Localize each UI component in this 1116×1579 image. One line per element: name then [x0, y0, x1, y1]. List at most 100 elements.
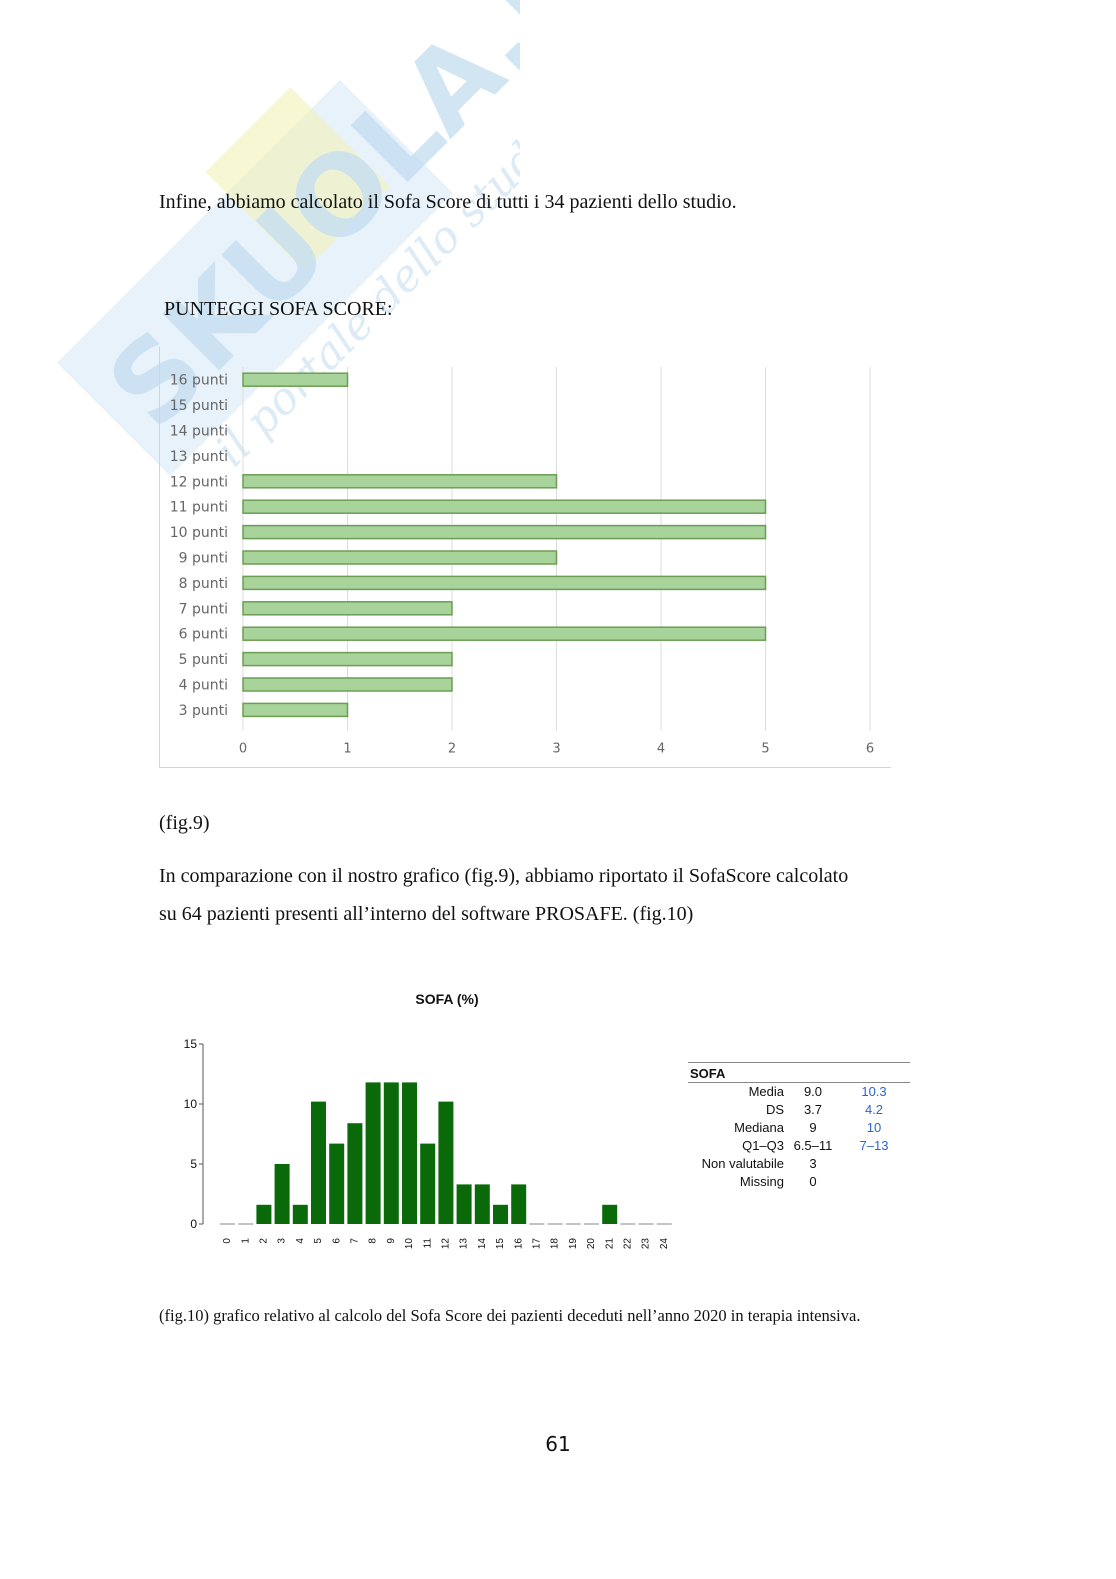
chart1-category-label: 3 punti [179, 703, 228, 719]
chart2-y-tick-label: 0 [190, 1217, 197, 1231]
chart2-x-tick-label: 5 [313, 1238, 324, 1244]
chart2-x-tick-label: 4 [295, 1238, 306, 1244]
chart1-bar [242, 524, 767, 540]
stats-row-label: Non valutabile [701, 1156, 784, 1171]
chart1-x-tick-label: 0 [239, 742, 247, 757]
stats-row: Non valutabile 3 [688, 1155, 910, 1173]
chart2-x-tick-label: 7 [350, 1238, 361, 1244]
chart2-bar [347, 1123, 363, 1224]
chart1-category-label: 10 punti [170, 525, 228, 541]
watermark-accent [205, 87, 390, 271]
chart1-category-label: 7 punti [179, 601, 228, 617]
stats-row: DS 3.7 4.2 [688, 1101, 910, 1119]
chart2-x-tick-label: 15 [495, 1238, 506, 1250]
sofa-score-bar-chart: 0 1 2 3 4 5 6 16 punti 15 punti 14 punti 13 punti 1… [170, 367, 874, 757]
chart1-bar [242, 575, 767, 591]
chart1-x-tick-label: 1 [343, 742, 351, 757]
chart2-x-tick-label: 14 [477, 1238, 488, 1250]
stats-row-label: Q1–Q3 [742, 1138, 784, 1153]
chart1-category-label: 9 punti [179, 551, 228, 567]
chart2-x-tick-label: 1 [240, 1238, 251, 1244]
stats-value-ours: 6.5–11 [793, 1138, 833, 1153]
chart1-category-label: 11 punti [170, 500, 228, 516]
chart2-y-tick-label: 10 [184, 1097, 198, 1111]
stats-row: Q1–Q3 6.5–11 7–13 [688, 1137, 910, 1155]
stats-value-reference: 10.3 [861, 1084, 887, 1099]
stats-row: Media 9.0 10.3 [688, 1083, 910, 1101]
chart2-bar [456, 1184, 472, 1224]
chart2-x-tick-label: 3 [277, 1238, 288, 1244]
chart2-bar [292, 1204, 308, 1224]
stats-value-ours: 3 [809, 1156, 817, 1171]
chart2-bar [402, 1082, 417, 1224]
stats-row: Missing 0 [688, 1173, 910, 1191]
stats-row-label: Missing [739, 1174, 784, 1189]
stats-value-reference: 4.2 [864, 1102, 884, 1117]
chart2-bar [602, 1204, 618, 1224]
chart2-bar [311, 1101, 326, 1224]
stats-value-ours: 3.7 [803, 1102, 823, 1117]
chart1-bar [242, 499, 767, 514]
chart1-bar [242, 601, 453, 616]
chart2-bar [511, 1184, 527, 1224]
chart2-x-tick-label: 9 [386, 1238, 397, 1244]
chart2-y-tick-label: 15 [184, 1037, 198, 1051]
chart2-bar [438, 1101, 454, 1224]
chart1-bar [242, 651, 453, 667]
chart2-x-tick-label: 18 [550, 1238, 561, 1250]
chart2-x-tick-label: 2 [259, 1238, 270, 1244]
chart2-bar [383, 1082, 399, 1224]
chart1-bar [242, 626, 767, 641]
chart2-x-tick-label: 23 [641, 1238, 652, 1250]
chart1-bar [242, 474, 558, 489]
chart1-category-label: 6 punti [179, 627, 228, 643]
fig9-label: (fig.9) [159, 812, 210, 834]
chart2-x-tick-label: 13 [459, 1238, 470, 1250]
chart1-x-tick-label: 5 [761, 742, 769, 757]
chart2-x-tick-label: 0 [222, 1238, 233, 1244]
chart2-y-tick-label: 5 [190, 1157, 197, 1171]
chart1-category-label: 12 punti [170, 474, 228, 490]
chart2-bar [474, 1184, 490, 1224]
chart2-bar [365, 1082, 381, 1224]
stats-value-ours: 9 [809, 1120, 817, 1135]
stats-value-reference: 10 [866, 1120, 882, 1135]
intro-paragraph: Infine, abbiamo calcolato il Sofa Score … [159, 191, 737, 213]
stats-row: Mediana 9 10 [688, 1119, 910, 1137]
watermark-logo: SKUOLA.net il portale dello studente [57, 0, 520, 477]
chart1-category-label: 16 punti [170, 373, 228, 389]
page-number: 61 [545, 1432, 571, 1456]
fig10-caption: (fig.10) grafico relativo al calcolo del… [159, 1306, 861, 1325]
chart1-x-tick-label: 4 [657, 742, 665, 757]
chart2-x-tick-label: 8 [368, 1238, 379, 1244]
chart2-title: SOFA (%) [415, 991, 478, 1007]
chart2-x-tick-label: 17 [532, 1238, 543, 1250]
chart1-category-label: 13 punti [170, 449, 228, 465]
chart2-x-tick-label: 24 [659, 1238, 670, 1250]
stats-row-label: DS [765, 1102, 784, 1117]
chart2-x-tick-label: 22 [623, 1238, 634, 1250]
chart1-category-label: 5 punti [179, 652, 228, 668]
chart1-bar [242, 550, 558, 565]
chart1-bar [242, 702, 349, 718]
chart1-x-tick-label: 2 [448, 742, 456, 757]
chart2-x-tick-label: 21 [604, 1238, 615, 1250]
chart1-frame [159, 347, 891, 768]
stats-row-label: Mediana [734, 1120, 784, 1135]
stats-value-ours: 9.0 [803, 1084, 823, 1099]
chart1-bar [242, 677, 453, 692]
sofa-stats-table: SOFA Media 9.0 10.3 DS 3.7 4.2 Mediana 9 10 Q1–Q3… [688, 1062, 910, 1191]
comparison-line-1: In comparazione con il nostro grafico (f… [159, 865, 849, 887]
stats-value-reference [842, 1155, 906, 1173]
chart2-bar [274, 1164, 290, 1224]
comparison-line-2: su 64 pazienti presenti all’interno del … [159, 903, 694, 925]
chart2-x-tick-label: 20 [586, 1238, 597, 1250]
chart1-category-label: 4 punti [179, 678, 228, 694]
stats-value-ours: 0 [809, 1174, 817, 1189]
chart2-x-tick-label: 19 [568, 1238, 579, 1250]
stats-table-title: SOFA [688, 1062, 910, 1083]
chart1-x-tick-label: 6 [866, 742, 874, 757]
chart2-x-tick-label: 6 [331, 1238, 342, 1244]
chart2-x-tick-label: 16 [513, 1238, 524, 1250]
